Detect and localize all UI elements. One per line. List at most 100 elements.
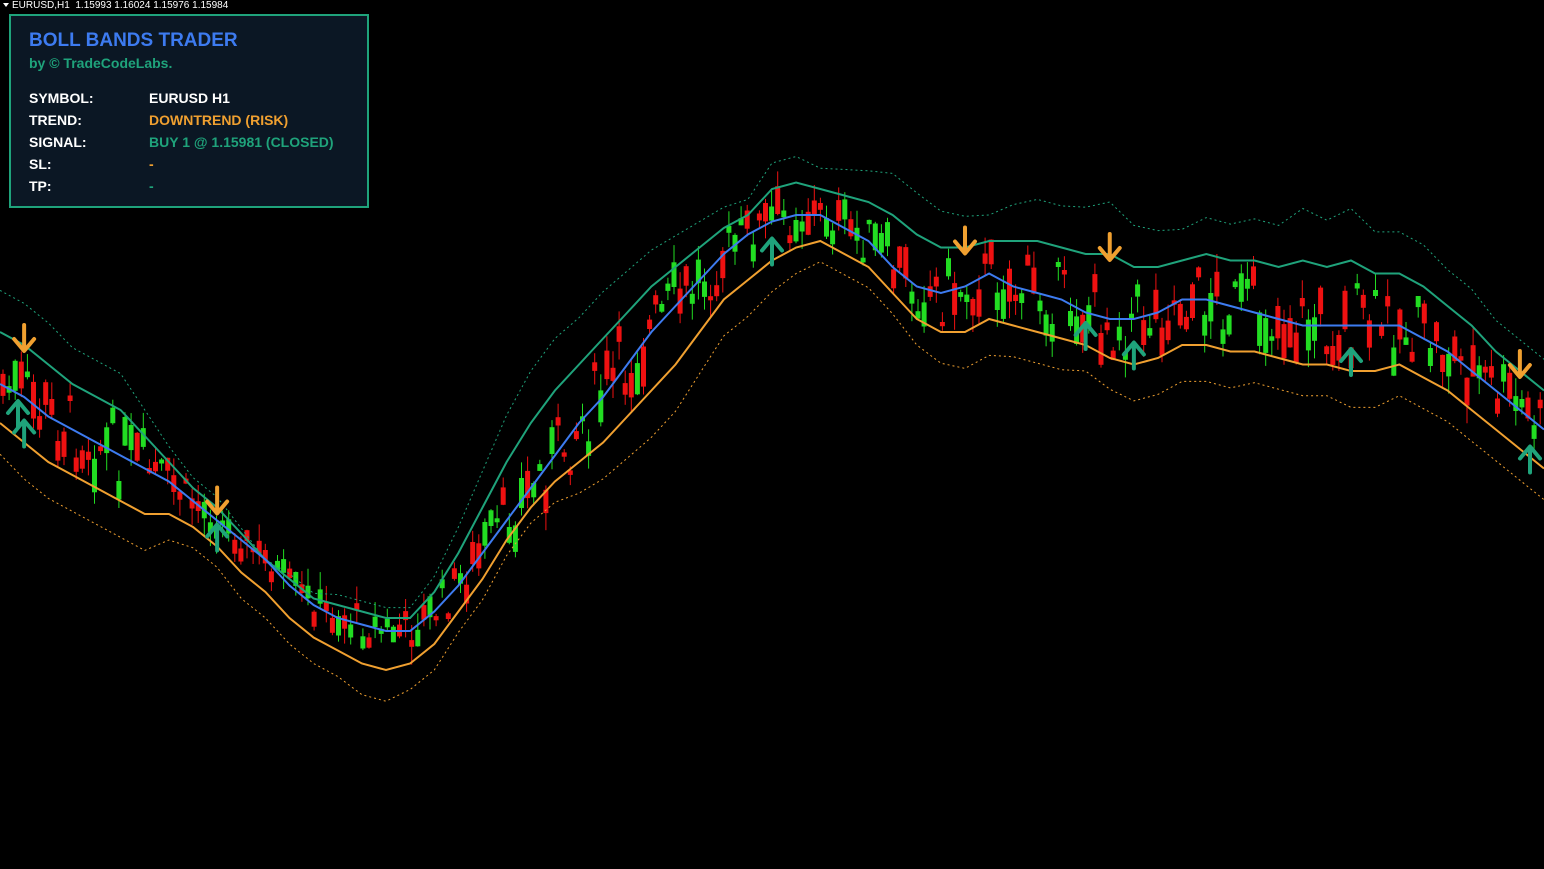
candle-body — [1513, 396, 1519, 411]
candle-body — [1159, 327, 1165, 356]
candle-body — [79, 450, 85, 469]
row-label: TP: — [29, 178, 52, 194]
candle-body — [1135, 284, 1141, 297]
candle-body — [976, 289, 982, 317]
candles-layer — [0, 171, 1543, 665]
candle-body — [354, 603, 360, 610]
candle-body — [24, 371, 30, 378]
candle-body — [342, 615, 348, 629]
candle-body — [616, 326, 622, 342]
lower-outer-band — [0, 261, 1544, 702]
candle-body — [671, 262, 677, 287]
candle-body — [1488, 366, 1494, 378]
candle-body — [476, 543, 482, 569]
candle-body — [836, 200, 842, 221]
candle-body — [1147, 328, 1153, 336]
candle-body — [1354, 283, 1360, 289]
buy-arrow-icon — [1073, 321, 1098, 351]
candle-body — [1269, 336, 1275, 341]
candle-body — [1342, 290, 1348, 330]
candle-body — [1415, 296, 1421, 308]
candle-body — [85, 451, 91, 460]
candle-body — [653, 295, 659, 305]
candle-body — [348, 624, 354, 638]
candle-body — [1299, 298, 1305, 307]
candle-body — [1537, 399, 1543, 409]
candle-body — [1458, 356, 1464, 361]
buy-arrow-icon — [1121, 340, 1146, 371]
candle-body — [1244, 278, 1250, 289]
candle-body — [903, 247, 909, 279]
candle-body — [665, 283, 671, 291]
candle-body — [1055, 262, 1061, 267]
candle-body — [964, 294, 970, 302]
candle-body — [598, 390, 604, 423]
candle-body — [1031, 267, 1037, 294]
candle-body — [1403, 337, 1409, 345]
candle-body — [683, 266, 689, 286]
candle-body — [866, 219, 872, 225]
candle-body — [427, 596, 433, 618]
candle-body — [750, 244, 756, 262]
candle-body — [1116, 326, 1122, 341]
candle-body — [702, 281, 707, 297]
candle-body — [1281, 324, 1287, 359]
candle-body — [12, 360, 18, 391]
candle-body — [1226, 315, 1232, 335]
candle-body — [244, 530, 250, 542]
candle-body — [726, 225, 732, 233]
candle-body — [153, 461, 158, 472]
row-label: SIGNAL: — [29, 134, 87, 150]
candle-body — [311, 611, 317, 627]
candle-body — [171, 475, 177, 492]
dropdown-triangle-icon[interactable] — [3, 2, 9, 7]
candle-body — [659, 304, 665, 312]
candle-body — [445, 613, 451, 619]
candle-body — [1385, 296, 1391, 307]
candle-body — [305, 585, 311, 599]
candle-body — [1507, 372, 1513, 399]
candle-body — [946, 258, 951, 277]
candle-body — [994, 292, 1000, 310]
candle-body — [885, 222, 890, 247]
symbol-period: EURUSD,H1 — [12, 0, 70, 11]
candle-body — [1202, 314, 1208, 336]
candle-body — [909, 291, 915, 304]
candle-body — [128, 425, 134, 451]
sell-arrow-icon — [12, 323, 37, 353]
candle-body — [738, 218, 744, 226]
candle-body — [811, 200, 817, 216]
candle-body — [464, 584, 470, 604]
candle-body — [634, 363, 640, 395]
candle-body — [439, 579, 445, 589]
panel-title: BOLL BANDS TRADER — [29, 30, 238, 51]
candle-body — [1519, 399, 1525, 408]
candle-body — [421, 605, 427, 620]
candle-body — [268, 571, 274, 583]
candle-body — [1275, 306, 1281, 339]
candle-body — [500, 487, 506, 505]
candle-body — [708, 296, 714, 301]
candle-body — [1019, 293, 1025, 303]
candle-body — [31, 381, 36, 419]
candle-body — [1452, 336, 1458, 362]
candle-body — [586, 441, 592, 456]
candle-body — [1427, 348, 1433, 366]
candle-body — [470, 542, 476, 565]
candle-body — [409, 640, 415, 647]
candle-body — [1122, 352, 1128, 360]
candle-body — [110, 407, 116, 424]
candle-body — [848, 219, 854, 237]
candle-body — [92, 458, 97, 493]
candle-body — [1312, 317, 1317, 341]
candle-body — [378, 628, 384, 634]
upper-band — [0, 181, 1544, 619]
candle-body — [915, 311, 921, 319]
candle-body — [531, 483, 537, 498]
candle-body — [384, 618, 390, 628]
candle-body — [512, 525, 518, 552]
candle-body — [18, 361, 24, 389]
candle-body — [1287, 318, 1293, 348]
candle-body — [433, 616, 439, 621]
